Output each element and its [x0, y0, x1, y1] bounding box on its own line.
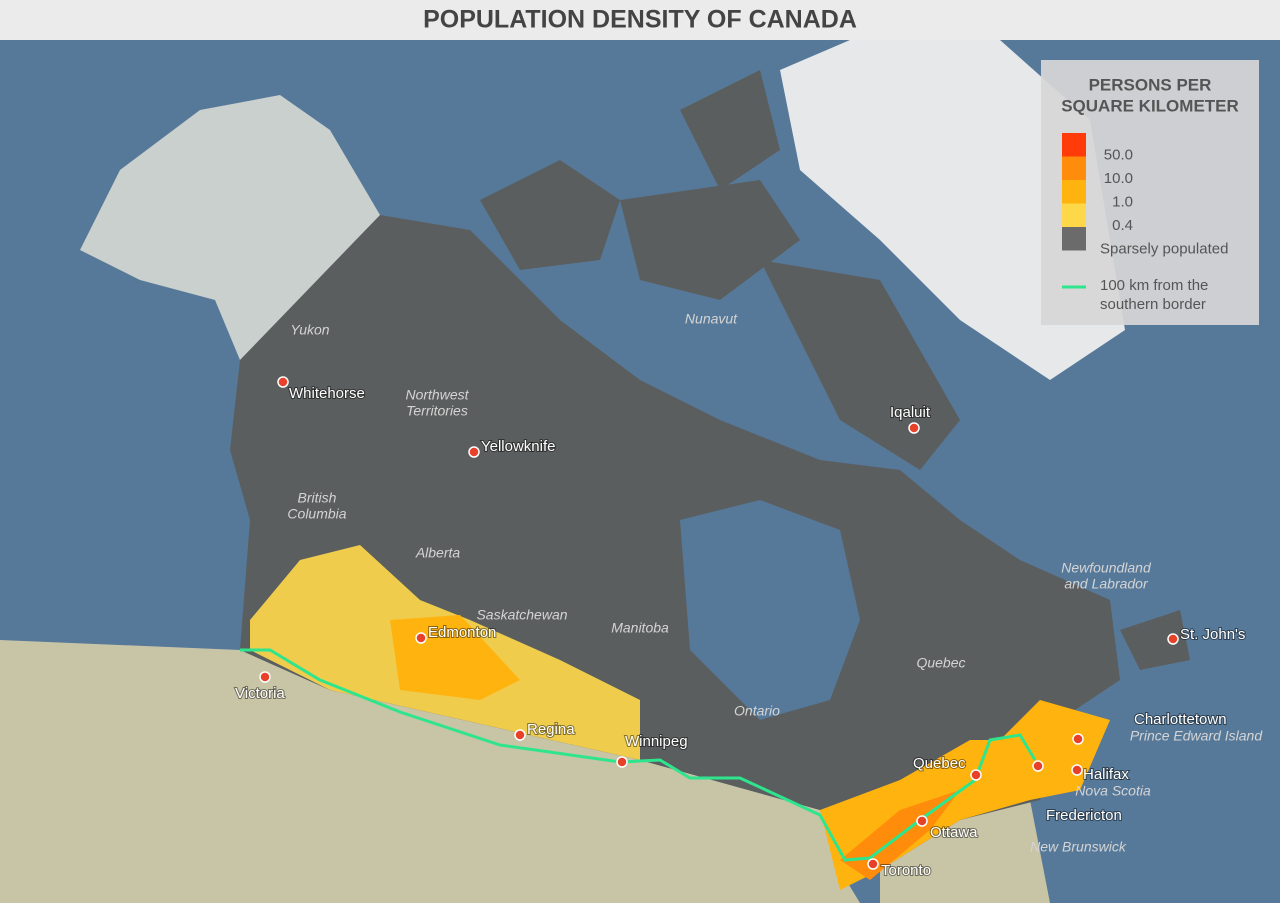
city-dot [970, 769, 982, 781]
legend-title: PERSONS PER [1089, 75, 1212, 94]
city-dot [468, 446, 480, 458]
usa [0, 640, 860, 903]
legend-label: 50.0 [1104, 146, 1133, 163]
title-bar [0, 0, 1280, 40]
border-100km-line [240, 648, 1037, 862]
city-label: St. John's [1180, 626, 1245, 643]
city-label: Quebec [913, 755, 966, 772]
city-label: Ottawa [930, 824, 978, 841]
region-label: and Labrador [1064, 576, 1149, 592]
city-dot [908, 422, 920, 434]
legend-line-label: southern border [1100, 296, 1206, 313]
region-label: Nova Scotia [1075, 783, 1151, 799]
greenland [780, 40, 1125, 380]
city-dot [1072, 733, 1084, 745]
legend-line-label: 100 km from the [1100, 277, 1208, 294]
city-dot [514, 729, 526, 741]
region-label: Ontario [734, 703, 780, 719]
legend-swatch [1062, 203, 1086, 227]
hudson-bay [680, 500, 860, 720]
region-label: Quebec [916, 655, 965, 671]
city-label: Toronto [881, 862, 931, 879]
region-label: Newfoundland [1061, 560, 1152, 576]
city-dot [277, 376, 289, 388]
city-dot [1071, 764, 1083, 776]
region-label: Columbia [287, 506, 346, 522]
city-label: Edmonton [428, 624, 496, 641]
legend-label: 0.4 [1112, 217, 1133, 234]
title: POPULATION DENSITY OF CANADA [423, 6, 857, 34]
city-dot [1167, 633, 1179, 645]
region-label: British [298, 490, 337, 506]
region-label: Manitoba [611, 620, 669, 636]
island [620, 180, 800, 300]
legend-swatch [1062, 180, 1086, 204]
region-label: Nunavut [685, 311, 738, 327]
city-dot [415, 632, 427, 644]
island [680, 70, 780, 190]
region-label: Yukon [290, 322, 329, 338]
region-label: Prince Edward Island [1130, 728, 1264, 744]
region-label: Saskatchewan [476, 607, 567, 623]
legend-label: 10.0 [1104, 170, 1133, 187]
island [760, 260, 960, 470]
labels: YukonNorthwestTerritoriesNunavutBritishC… [234, 311, 1264, 880]
legend-swatch [1062, 133, 1086, 157]
city-label: Iqaluit [890, 404, 931, 421]
region-label: Territories [406, 403, 468, 419]
region-label: Alberta [415, 545, 461, 561]
city-dot [867, 858, 879, 870]
city-dot [916, 815, 928, 827]
city-label: Whitehorse [289, 385, 365, 402]
legend-label: 1.0 [1112, 193, 1133, 210]
city-dot [1032, 760, 1044, 772]
island [480, 160, 620, 270]
region-label: New Brunswick [1030, 839, 1127, 855]
region-label: Northwest [405, 387, 469, 403]
legend-label: Sparsely populated [1100, 240, 1228, 257]
city-label: Winnipeg [625, 733, 688, 750]
city-label: Victoria [235, 685, 285, 702]
city-dot [259, 671, 271, 683]
city-label: Halifax [1083, 766, 1129, 783]
city-label: Fredericton [1046, 807, 1122, 824]
legend-swatch [1062, 156, 1086, 180]
city-label: Yellowknife [481, 438, 556, 455]
legend: PERSONS PER SQUARE KILOMETER 50.0 10.0 1.0 0.… [1061, 75, 1239, 312]
city-label: Charlottetown [1134, 711, 1227, 728]
newfoundland [1120, 610, 1190, 670]
city-dot [616, 756, 628, 768]
legend-title: SQUARE KILOMETER [1061, 96, 1239, 115]
legend-swatch [1062, 227, 1086, 251]
usa-east [880, 800, 1050, 903]
city-label: Regina [527, 721, 575, 738]
